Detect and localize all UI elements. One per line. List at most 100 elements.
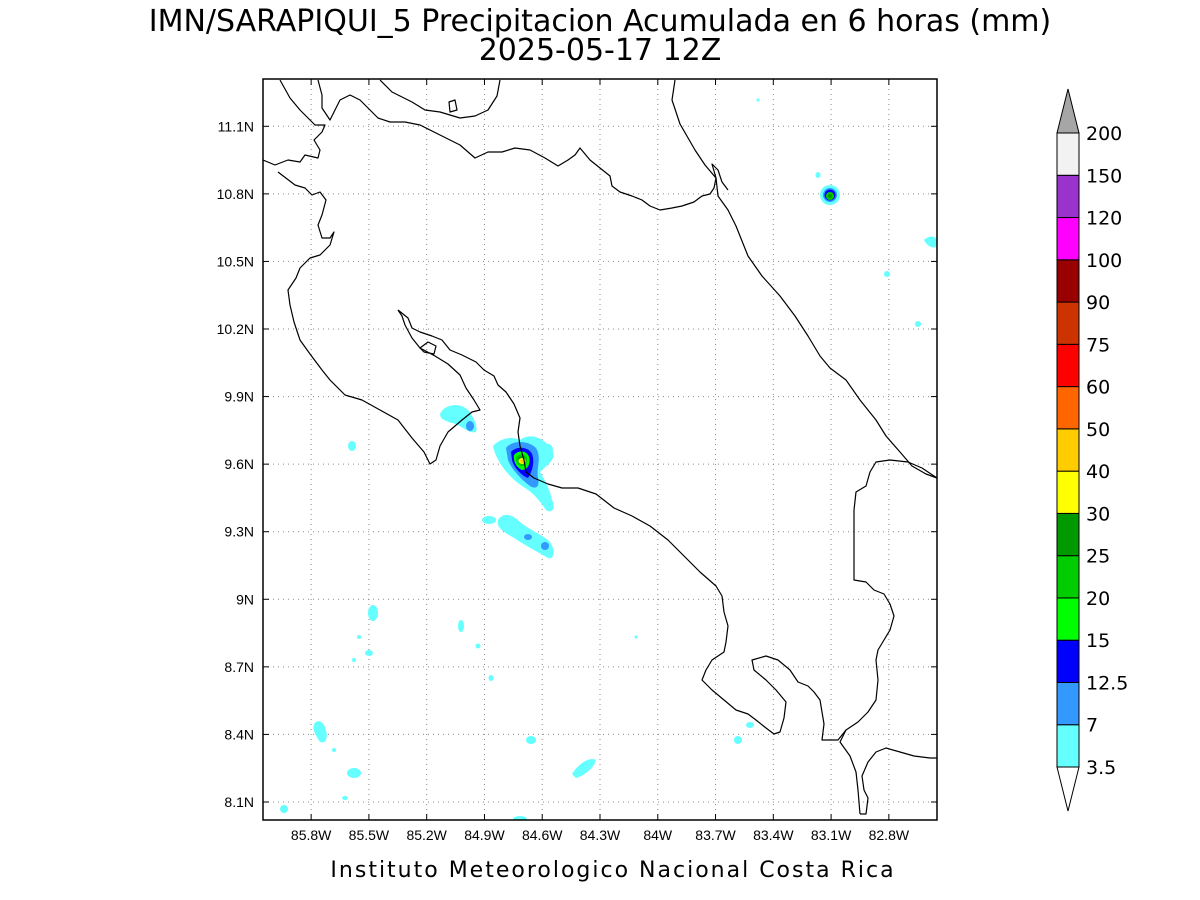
y-tick-label: 11.1N [218, 118, 254, 134]
pacific-coast-nicoya [277, 171, 481, 465]
y-axis: 8.1N 8.4N 8.7N 9N 9.3N 9.6N 9.9N 10.2N 10.5N 10.8… [217, 118, 937, 810]
colorbar-swatch [1056, 174, 1080, 219]
precip-blob [475, 643, 481, 649]
precip-blob [884, 271, 890, 277]
colorbar-swatch [1056, 639, 1080, 683]
x-tick-label: 85.5W [349, 827, 390, 843]
colorbar-label: 15 [1086, 630, 1110, 652]
y-tick-label: 8.7N [224, 659, 254, 675]
colorbar-label: 120 [1086, 208, 1122, 230]
precip-blob [280, 805, 288, 813]
y-tick-label: 10.2N [217, 321, 254, 337]
colorbar-over-triangle [1056, 88, 1080, 134]
colorbar-label: 12.5 [1086, 672, 1128, 694]
graticule [263, 79, 937, 820]
y-tick-label: 8.4N [224, 726, 254, 742]
x-tick-label: 82.8W [869, 827, 910, 843]
colorbar-under-triangle [1056, 766, 1080, 812]
colorbar-swatch [1056, 217, 1080, 261]
precip-blob [352, 658, 356, 662]
colorbar-swatch [1056, 386, 1080, 430]
precip-blob [513, 816, 527, 820]
colorbar-label: 40 [1086, 461, 1110, 483]
x-tick-label: 84W [643, 827, 673, 843]
pacific-coast-north [263, 79, 326, 166]
colorbar-swatch [1056, 555, 1080, 599]
precip-blob [915, 321, 921, 327]
precip-blob [347, 768, 361, 778]
x-tick-label: 85.2W [406, 827, 447, 843]
colorbar-swatch [1056, 512, 1080, 557]
colorbar-label: 75 [1086, 334, 1110, 356]
colorbar: 3.5 7 12.5 15 20 25 30 40 50 60 75 90 100 120 150 200 [1056, 88, 1128, 812]
x-tick-label: 84.3W [580, 827, 621, 843]
x-axis: 85.8W 85.5W 85.2W 84.9W 84.6W 84.3W 84W 83.7W 83… [291, 79, 910, 843]
colorbar-swatch [1056, 301, 1080, 345]
precip-blob [756, 98, 760, 102]
colorbar-label: 30 [1086, 503, 1110, 525]
colorbar-swatch [1056, 428, 1080, 472]
colorbar-swatch [1056, 597, 1080, 641]
precip-blob [332, 748, 336, 752]
x-tick-label: 84.9W [464, 827, 505, 843]
precip-blob [488, 675, 494, 681]
precip-blob [357, 635, 361, 639]
colorbar-label: 100 [1086, 250, 1122, 272]
precip-blob [572, 758, 596, 778]
precip-blob [365, 650, 373, 656]
precip-blob-nicoya-core [466, 421, 474, 431]
precip-blob [526, 736, 536, 744]
solentiname-island [448, 99, 458, 113]
precip-blob [746, 722, 754, 728]
precip-blob-south-core [541, 542, 549, 550]
colorbar-swatch [1056, 470, 1080, 514]
colorbar-swatch [1056, 681, 1080, 726]
x-tick-label: 83.4W [753, 827, 794, 843]
precip-blob-south-core-2 [524, 534, 532, 540]
caribbean-coast [671, 79, 937, 479]
pacific-coast-central [523, 459, 847, 741]
colorbar-label: 25 [1086, 546, 1110, 568]
chira-island [419, 341, 437, 355]
gulf-nicoya-north [397, 309, 525, 461]
colorbar-label: 20 [1086, 588, 1110, 610]
precip-blob [815, 172, 821, 178]
y-tick-label: 9.3N [224, 524, 254, 540]
precip-blob [348, 441, 356, 451]
panama-coast-south [860, 747, 937, 815]
y-tick-label: 8.1N [224, 794, 254, 810]
precip-blob [734, 736, 742, 744]
colorbar-label: 60 [1086, 377, 1110, 399]
x-tick-label: 85.8W [291, 827, 332, 843]
y-tick-label: 9.9N [224, 389, 254, 405]
map-subtitle: 2025-05-17 12Z [479, 33, 722, 68]
colorbar-label: 7 [1086, 715, 1098, 737]
precip-contour-40 [520, 459, 524, 463]
precip-blob-ne-25 [828, 194, 832, 198]
precip-blob [368, 605, 378, 621]
colorbar-swatch [1056, 259, 1080, 303]
y-tick-label: 10.5N [217, 253, 254, 269]
precip-blob [342, 796, 348, 800]
x-tick-label: 83.7W [695, 827, 736, 843]
x-tick-label: 83.1W [811, 827, 852, 843]
precip-blob [482, 516, 496, 524]
y-tick-label: 10.8N [217, 186, 254, 202]
x-tick-label: 84.6W [522, 827, 563, 843]
lake-nicaragua-shore [379, 79, 501, 119]
colorbar-label: 3.5 [1086, 757, 1116, 779]
map-title: IMN/SARAPIQUI_5 Precipitacion Acumulada … [149, 4, 1051, 39]
institution-credit: Instituto Meteorologico Nacional Costa R… [330, 858, 895, 883]
map-panel: 85.8W 85.5W 85.2W 84.9W 84.6W 84.3W 84W 83.7W 83… [217, 78, 938, 843]
precip-blob [313, 721, 327, 743]
colorbar-swatch [1056, 343, 1080, 388]
precipitation-field [280, 98, 937, 820]
precip-blob [543, 444, 553, 456]
y-tick-label: 9.6N [224, 456, 254, 472]
colorbar-label: 90 [1086, 292, 1110, 314]
colorbar-label: 50 [1086, 419, 1110, 441]
colorbar-swatch [1056, 132, 1080, 176]
coastlines [263, 79, 937, 815]
y-tick-label: 9N [236, 591, 254, 607]
